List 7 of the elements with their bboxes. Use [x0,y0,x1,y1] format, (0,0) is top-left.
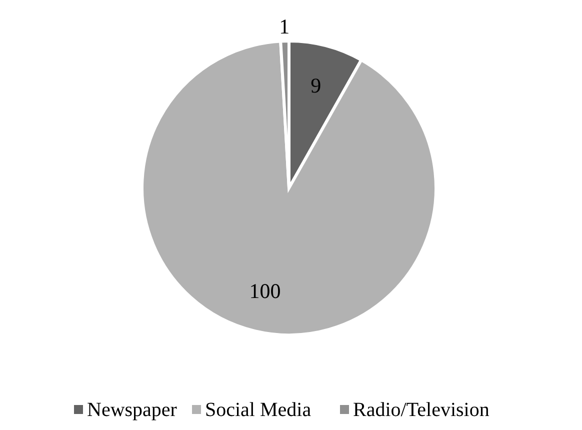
legend-label: Newspaper [87,399,178,421]
legend-label: Radio/Television [353,399,490,421]
data-label: 1 [279,14,290,38]
legend-label: Social Media [205,399,312,421]
pie-slice [140,40,438,336]
data-label: 100 [249,279,281,304]
data-label: 9 [310,74,322,98]
